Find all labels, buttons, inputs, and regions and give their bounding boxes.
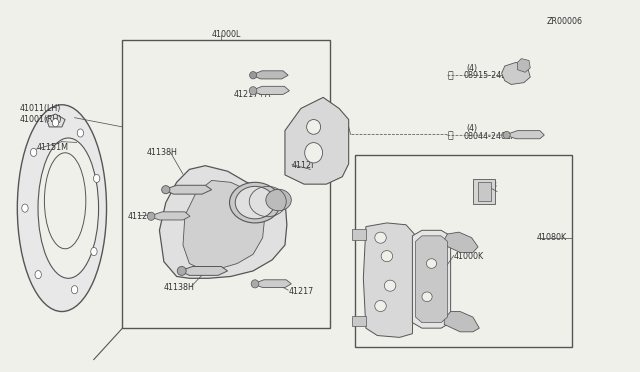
Text: Ⓥ: Ⓥ [447, 71, 453, 80]
Polygon shape [251, 71, 288, 79]
Polygon shape [183, 180, 266, 269]
Ellipse shape [35, 270, 42, 279]
Ellipse shape [147, 212, 155, 220]
Text: 41217+A: 41217+A [234, 90, 271, 99]
Polygon shape [149, 212, 190, 220]
Ellipse shape [375, 232, 387, 243]
Ellipse shape [38, 138, 99, 278]
Ellipse shape [22, 204, 28, 212]
Polygon shape [364, 223, 414, 337]
Text: (4): (4) [467, 64, 477, 73]
Text: (4): (4) [467, 124, 477, 133]
Bar [355, 155, 572, 347]
Text: 41000L: 41000L [212, 30, 241, 39]
Ellipse shape [305, 142, 323, 163]
Text: 41000K: 41000K [454, 251, 484, 261]
Text: 41138H: 41138H [147, 148, 177, 157]
Polygon shape [180, 266, 228, 275]
Ellipse shape [91, 247, 97, 256]
Ellipse shape [503, 131, 510, 139]
Ellipse shape [93, 174, 100, 183]
Text: 08044-2401A: 08044-2401A [463, 132, 517, 141]
Polygon shape [502, 62, 531, 84]
Ellipse shape [307, 119, 321, 134]
Ellipse shape [230, 182, 280, 223]
Ellipse shape [385, 280, 396, 291]
Ellipse shape [72, 286, 77, 294]
Ellipse shape [422, 292, 432, 302]
Ellipse shape [249, 87, 257, 95]
Ellipse shape [44, 153, 86, 249]
Text: 41011(LH): 41011(LH) [19, 104, 61, 113]
Ellipse shape [381, 251, 393, 262]
Text: Ⓑ: Ⓑ [447, 132, 453, 141]
Text: 08915-2421A: 08915-2421A [463, 71, 517, 80]
Ellipse shape [77, 129, 84, 137]
Ellipse shape [17, 105, 106, 311]
Polygon shape [352, 229, 366, 240]
Polygon shape [473, 179, 495, 205]
Ellipse shape [266, 189, 291, 211]
Polygon shape [352, 316, 366, 326]
Ellipse shape [31, 148, 36, 157]
Bar [122, 40, 330, 328]
Polygon shape [159, 166, 287, 278]
Text: 41128: 41128 [127, 212, 153, 221]
Ellipse shape [250, 71, 257, 79]
Text: ZR00006: ZR00006 [546, 17, 582, 26]
Polygon shape [415, 236, 447, 323]
Polygon shape [518, 59, 531, 72]
Text: 41080K: 41080K [537, 233, 567, 242]
Polygon shape [412, 230, 451, 328]
Text: 41151M: 41151M [36, 143, 68, 152]
Polygon shape [285, 97, 349, 184]
Ellipse shape [375, 301, 387, 311]
Polygon shape [46, 114, 65, 127]
Polygon shape [478, 182, 491, 201]
Text: 41138H: 41138H [164, 283, 195, 292]
Polygon shape [444, 232, 478, 253]
Ellipse shape [52, 119, 59, 127]
Ellipse shape [426, 259, 436, 268]
Polygon shape [444, 311, 479, 332]
Text: 41217: 41217 [288, 287, 314, 296]
Ellipse shape [162, 186, 170, 194]
Polygon shape [251, 86, 289, 94]
Polygon shape [164, 185, 212, 194]
Ellipse shape [177, 266, 186, 275]
Text: 4112I: 4112I [291, 161, 314, 170]
Polygon shape [505, 131, 544, 139]
Ellipse shape [251, 280, 259, 288]
Polygon shape [253, 280, 291, 288]
Text: 41003: 41003 [473, 182, 498, 190]
Text: 41001(RH): 41001(RH) [19, 115, 61, 124]
Ellipse shape [236, 186, 275, 219]
